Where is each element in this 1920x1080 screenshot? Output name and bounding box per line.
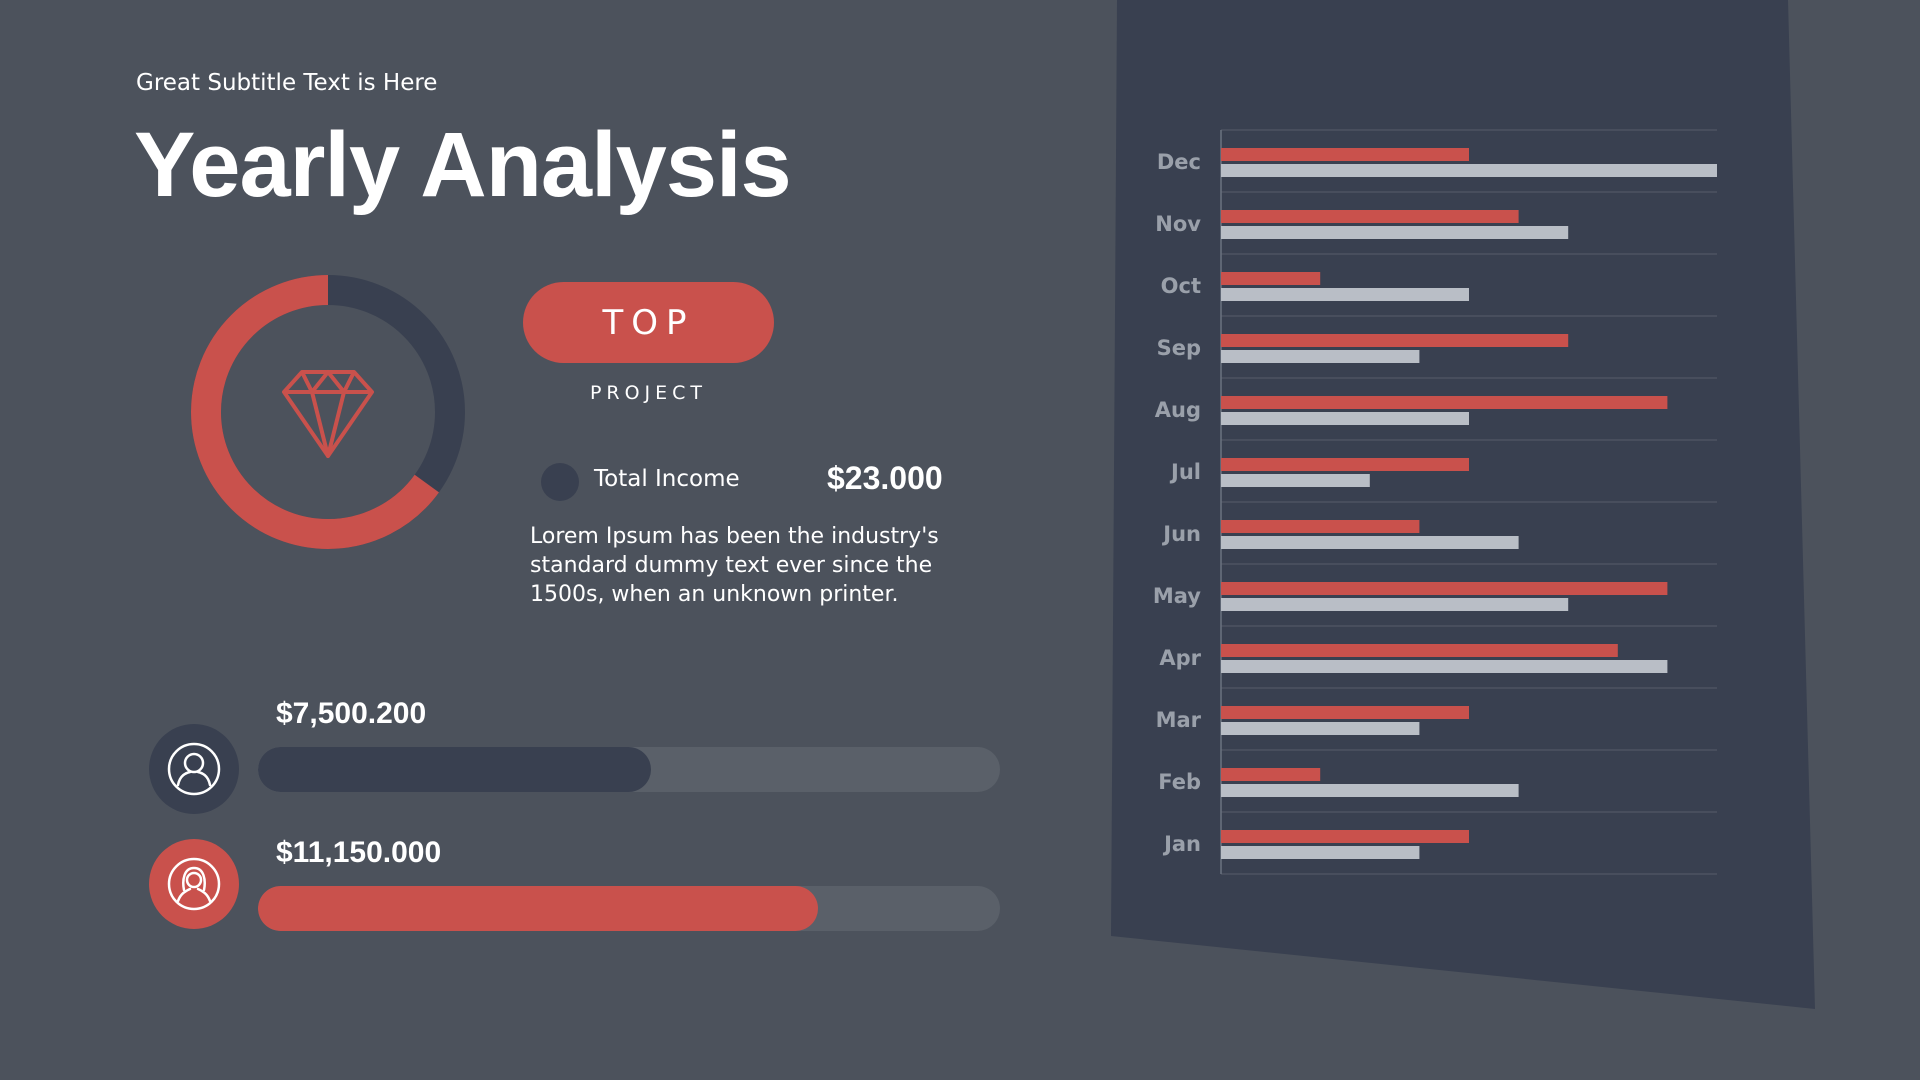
y-tick-label: Aug: [1155, 398, 1201, 422]
bar-may-series-1: [1221, 582, 1668, 595]
bar-jan-series-1: [1221, 830, 1469, 843]
progress-track-male: [258, 747, 1000, 792]
page-title: Yearly Analysis: [134, 114, 792, 216]
project-label: PROJECT: [589, 382, 708, 404]
y-tick-label: Jan: [1162, 832, 1201, 856]
progress-amount-female: $11,150.000: [276, 836, 442, 869]
top-badge: TOP: [523, 282, 774, 363]
female-user-avatar: [149, 839, 239, 929]
bar-nov-series-1: [1221, 210, 1519, 223]
bar-jun-series-1: [1221, 520, 1420, 533]
bar-jan-series-2: [1221, 846, 1420, 859]
y-tick-label: Feb: [1158, 770, 1201, 794]
progress-fill-male: [258, 747, 652, 792]
total-income-label: Total Income: [594, 466, 740, 492]
y-tick-label: Mar: [1156, 708, 1202, 732]
bar-jun-series-2: [1221, 536, 1519, 549]
donut-chart: [188, 272, 468, 552]
page-subtitle: Great Subtitle Text is Here: [136, 70, 438, 96]
bar-apr-series-1: [1221, 644, 1618, 657]
bar-aug-series-1: [1221, 396, 1668, 409]
bar-jul-series-2: [1221, 474, 1370, 487]
bar-mar-series-2: [1221, 722, 1420, 735]
bar-dec-series-2: [1221, 164, 1717, 177]
y-tick-label: Apr: [1159, 646, 1201, 670]
bar-dec-series-1: [1221, 148, 1469, 161]
description-text: Lorem Ipsum has been the industry's stan…: [530, 524, 939, 607]
bar-apr-series-2: [1221, 660, 1668, 673]
y-tick-label: Nov: [1155, 212, 1201, 236]
progress-amount-male: $7,500.200: [276, 697, 427, 730]
y-tick-label: May: [1153, 584, 1201, 608]
female-user-icon: [167, 857, 221, 911]
male-user-avatar: [149, 724, 239, 814]
bar-nov-series-2: [1221, 226, 1569, 239]
progress-fill-female: [258, 886, 819, 931]
y-tick-label: Jul: [1169, 460, 1201, 484]
y-tick-label: Sep: [1157, 336, 1201, 360]
y-tick-label: Dec: [1157, 150, 1201, 174]
donut-arc: [191, 275, 465, 549]
diamond-icon: [282, 370, 374, 458]
male-user-icon: [167, 742, 221, 796]
total-income-value: $23.000: [827, 460, 943, 496]
y-tick-label: Oct: [1161, 274, 1201, 298]
bar-sep-series-1: [1221, 334, 1569, 347]
bar-mar-series-1: [1221, 706, 1469, 719]
income-legend-dot: [541, 463, 579, 501]
bar-feb-series-2: [1221, 784, 1519, 797]
bar-sep-series-2: [1221, 350, 1420, 363]
bar-feb-series-1: [1221, 768, 1321, 781]
bar-aug-series-2: [1221, 412, 1469, 425]
bar-may-series-2: [1221, 598, 1569, 611]
progress-track-female: [258, 886, 1000, 931]
bar-jul-series-1: [1221, 458, 1469, 471]
bar-oct-series-2: [1221, 288, 1469, 301]
bar-oct-series-1: [1221, 272, 1321, 285]
y-tick-label: Jun: [1161, 522, 1201, 546]
